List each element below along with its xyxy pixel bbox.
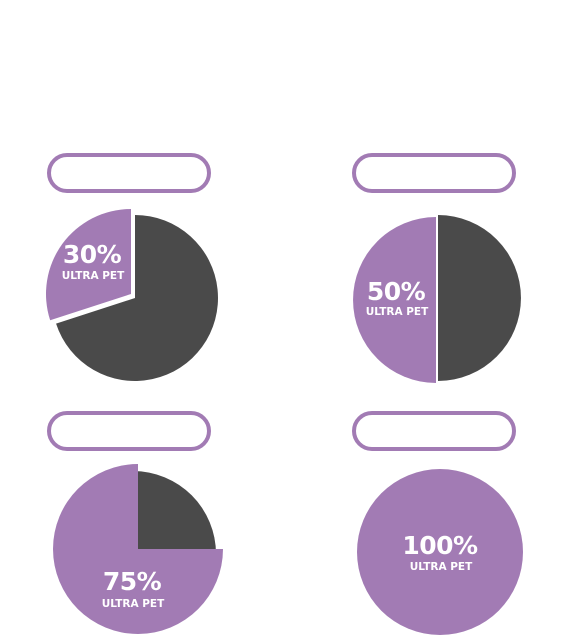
pie-chart-75: 75% ULTRA PET [53, 464, 223, 634]
chart-4-label-pill [352, 411, 516, 451]
pie-slice-ultra-pet [357, 469, 523, 635]
pie-slice-remainder [438, 215, 521, 381]
pie-chart-30: 30% ULTRA PET [46, 209, 219, 381]
slice-name-label: ULTRA PET [410, 561, 473, 573]
pie-chart-100: 100% ULTRA PET [357, 469, 523, 635]
chart-2-label-pill [352, 153, 516, 193]
pie-slice-ultra-pet [46, 209, 132, 321]
slice-name-label: ULTRA PET [62, 270, 125, 282]
pie-slice-remainder [133, 471, 216, 554]
pie-slice-ultra-pet [53, 464, 223, 634]
slice-percent-label: 75% [103, 567, 162, 596]
slice-percent-label: 100% [402, 531, 478, 560]
slice-name-label: ULTRA PET [102, 598, 165, 610]
slice-name-label: ULTRA PET [366, 306, 429, 318]
pie-slice-remainder [56, 215, 219, 381]
slice-percent-label: 30% [63, 240, 122, 269]
chart-3-label-pill [47, 411, 211, 451]
pie-chart-50: 50% ULTRA PET [353, 215, 521, 383]
chart-1-label-pill [47, 153, 211, 193]
pie-slice-ultra-pet [353, 217, 436, 383]
slice-percent-label: 50% [367, 277, 426, 306]
